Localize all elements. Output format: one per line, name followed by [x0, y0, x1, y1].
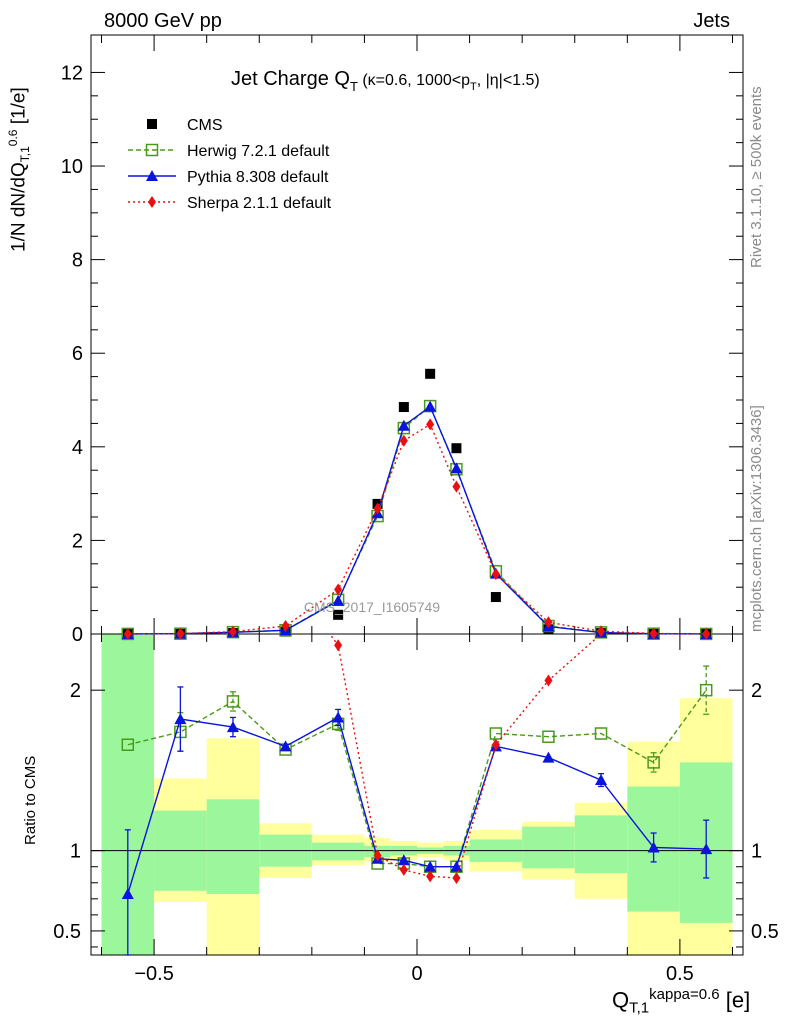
herwig-ratio-point — [542, 730, 555, 743]
pythia-main-point — [397, 419, 410, 431]
sherpa-main-point — [426, 418, 435, 431]
pythia-main-point — [424, 400, 437, 412]
sherpa-main-point — [334, 583, 343, 596]
stat-uncertainty-band — [522, 826, 575, 869]
ratio-y-tick-label: 0.5 — [53, 921, 81, 943]
sherpa-ratio-point — [426, 870, 435, 883]
herwig-ratio-point — [121, 738, 135, 751]
mcplots-source-label: mcplots.cern.ch [arXiv:1306.3436] — [748, 405, 765, 632]
sherpa-ratio-point — [373, 849, 382, 862]
pythia-ratio-point — [700, 843, 713, 855]
main-y-tick-label: 4 — [72, 437, 83, 459]
sherpa-ratio-point — [334, 639, 343, 652]
main-y-tick-label: 12 — [61, 62, 83, 84]
pythia-main-point — [332, 594, 345, 606]
cms-main-point — [490, 592, 501, 603]
herwig-ratio-point — [699, 683, 713, 697]
sherpa-main-point — [399, 434, 408, 447]
ratio-y-tick-label: 2 — [70, 680, 81, 702]
ratio-y-tick-label-right: 2 — [751, 680, 762, 702]
pythia-ratio-point — [279, 740, 292, 752]
legend-label-herwig: Herwig 7.2.1 default — [187, 143, 330, 160]
cms-main-point — [333, 609, 344, 620]
herwig-ratio-point — [226, 695, 240, 708]
pythia-ratio-point — [424, 860, 437, 872]
herwig-ratio-point — [647, 756, 660, 769]
x-axis-label: QT,1kappa=0.6 [e] — [612, 986, 751, 1017]
legend-marker-herwig — [145, 143, 159, 157]
sherpa-ratio-point — [544, 674, 553, 687]
main-y-tick-label: 0 — [72, 624, 83, 646]
main-y-tick-label: 8 — [72, 250, 83, 272]
sherpa-ratio-point — [452, 871, 461, 884]
main-y-tick-label: 2 — [72, 530, 83, 552]
legend-label-cms: CMS — [187, 117, 223, 134]
sherpa-ratio-point — [491, 738, 500, 751]
plot-title-part: T — [470, 81, 477, 93]
legend-label-pythia: Pythia 8.308 default — [187, 169, 329, 186]
ratio-y-tick-label: 1 — [70, 841, 81, 863]
stat-uncertainty-band — [574, 815, 628, 874]
legend-marker-sherpa — [148, 196, 156, 208]
sherpa-main-point — [123, 627, 132, 640]
pythia-ratio-point — [450, 860, 463, 872]
sherpa-main-point — [176, 627, 185, 640]
sherpa-main-point — [281, 620, 290, 633]
sherpa-main-point — [491, 568, 500, 581]
sherpa-main-point — [452, 480, 461, 493]
stat-uncertainty-band — [311, 842, 365, 861]
analysis-watermark: CMS_2017_I1605749 — [304, 599, 440, 615]
pythia-ratio-point — [647, 841, 660, 853]
plot-title: Jet Charge QT (κ=0.6, 1000<pT, |η|<1.5) — [231, 68, 540, 94]
sherpa-main-point — [649, 627, 658, 640]
plot-title-part: , |η|<1.5) — [477, 72, 540, 89]
stat-uncertainty-band — [206, 799, 260, 895]
ratio-y-axis-label: Ratio to CMS — [22, 755, 39, 845]
x-tick-label: −0.5 — [134, 963, 173, 985]
rivet-version-label: Rivet 3.1.10, ≥ 500k events — [748, 86, 765, 268]
pythia-ratio-point — [397, 854, 410, 866]
herwig-ratio-point — [594, 727, 608, 740]
sherpa-ratio-point — [399, 863, 408, 876]
pythia-main-line — [127, 405, 707, 635]
plot-title-part: (κ=0.6, 1000<p — [358, 72, 470, 89]
pythia-ratio-point — [595, 774, 608, 786]
sherpa-main-point — [544, 616, 553, 629]
process-label: Jets — [693, 10, 730, 32]
pythia-main-point — [450, 462, 463, 474]
main-y-tick-label: 6 — [72, 343, 83, 365]
pythia-ratio-point — [174, 713, 187, 725]
pythia-ratio-point — [121, 888, 134, 900]
sherpa-main-line — [127, 423, 707, 635]
legend-marker-cms — [147, 119, 157, 129]
sherpa-main-point — [228, 625, 237, 638]
pythia-ratio-point — [542, 751, 555, 763]
ratio-y-tick-label-right: 1 — [751, 841, 762, 863]
sherpa-main-point — [373, 502, 382, 515]
x-tick-label: 0 — [411, 963, 422, 985]
cms-main-point — [398, 402, 409, 413]
energy-label: 8000 GeV pp — [104, 10, 222, 32]
pythia-ratio-line — [127, 716, 707, 895]
sherpa-main-point — [702, 627, 711, 640]
cms-main-point — [425, 368, 436, 379]
legend-marker-pythia — [146, 170, 158, 181]
plot-title-part: Jet Charge Q — [231, 68, 350, 90]
pythia-ratio-point — [226, 721, 239, 733]
sherpa-main-point — [597, 625, 606, 638]
pythia-ratio-point — [332, 711, 345, 723]
main-y-tick-label: 10 — [61, 156, 83, 178]
legend-label-sherpa: Sherpa 2.1.1 default — [187, 195, 332, 212]
plot-title-part: T — [350, 79, 358, 94]
herwig-ratio-line — [127, 689, 707, 868]
main-y-axis-label: 1/N dN/dQT,10.6 [1/e] — [6, 87, 33, 252]
x-tick-label: 0.5 — [666, 963, 694, 985]
ratio-y-tick-label-right: 0.5 — [751, 921, 779, 943]
cms-main-point — [451, 443, 462, 454]
